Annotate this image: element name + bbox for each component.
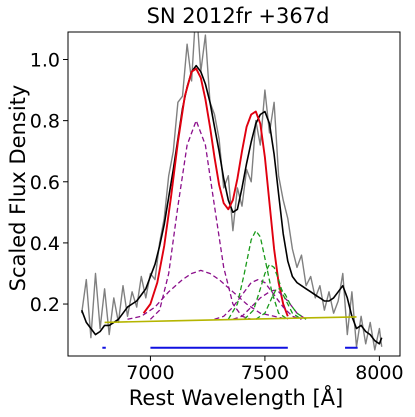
series-line-raw-noisy-0 bbox=[81, 32, 383, 351]
x-tick-label: 7500 bbox=[241, 362, 289, 384]
series-line-component-dashed-9 bbox=[255, 288, 307, 320]
series-line-component-dashed-6 bbox=[232, 289, 307, 320]
plot-frame bbox=[67, 31, 401, 357]
series-line-component-dashed-8 bbox=[243, 263, 302, 320]
y-tick-label: 0.2 bbox=[30, 294, 60, 316]
y-tick-label: 0.4 bbox=[30, 233, 60, 255]
x-axis-title: Rest Wavelength [Å] bbox=[129, 384, 343, 410]
y-axis-title: Scaled Flux Density bbox=[6, 85, 30, 292]
series-line-smoothed-1 bbox=[80, 64, 383, 345]
x-tick-label: 8000 bbox=[355, 362, 403, 384]
chart-title: SN 2012fr +367d bbox=[147, 4, 330, 28]
y-tick-label: 0.8 bbox=[30, 111, 60, 133]
series-line-continuum-10 bbox=[104, 316, 357, 324]
x-tick-label: 7000 bbox=[126, 362, 174, 384]
series-line-component-dashed-4 bbox=[127, 269, 288, 320]
y-tick-label: 1.0 bbox=[30, 50, 60, 72]
series-line-component-dashed-7 bbox=[227, 230, 289, 320]
plot-area bbox=[80, 32, 383, 351]
series-line-component-dashed-5 bbox=[214, 278, 302, 320]
y-tick-label: 0.6 bbox=[30, 172, 60, 194]
series-line-model-total-2 bbox=[142, 67, 289, 317]
axes: 7000 7500 8000 0.2 0.4 0.6 0.8 1.0 bbox=[30, 31, 404, 384]
